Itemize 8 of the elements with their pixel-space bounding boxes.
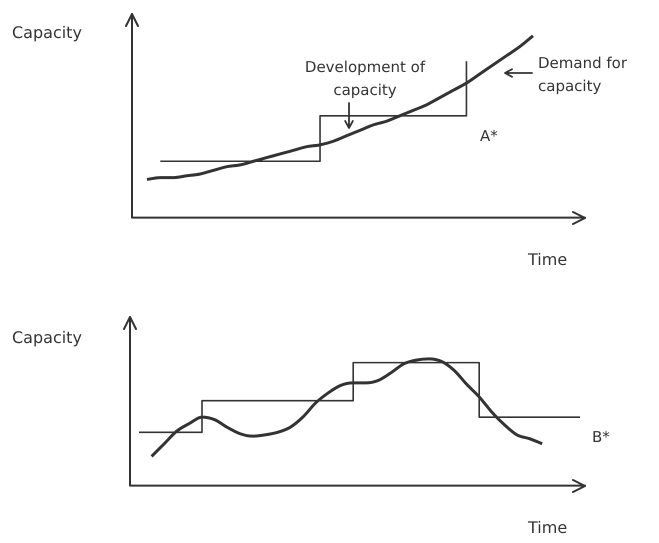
text: B*	[592, 427, 611, 448]
y-axis-title: Capacity	[12, 328, 82, 348]
annotation: Demand for capacity	[538, 53, 628, 97]
annotation: Development of capacity	[304, 57, 426, 101]
x-axis-title: Time	[527, 250, 568, 270]
y-axis-title: Capacity	[12, 23, 82, 42]
x-axis-title: Time	[527, 518, 568, 538]
annotation: A*	[480, 126, 499, 147]
